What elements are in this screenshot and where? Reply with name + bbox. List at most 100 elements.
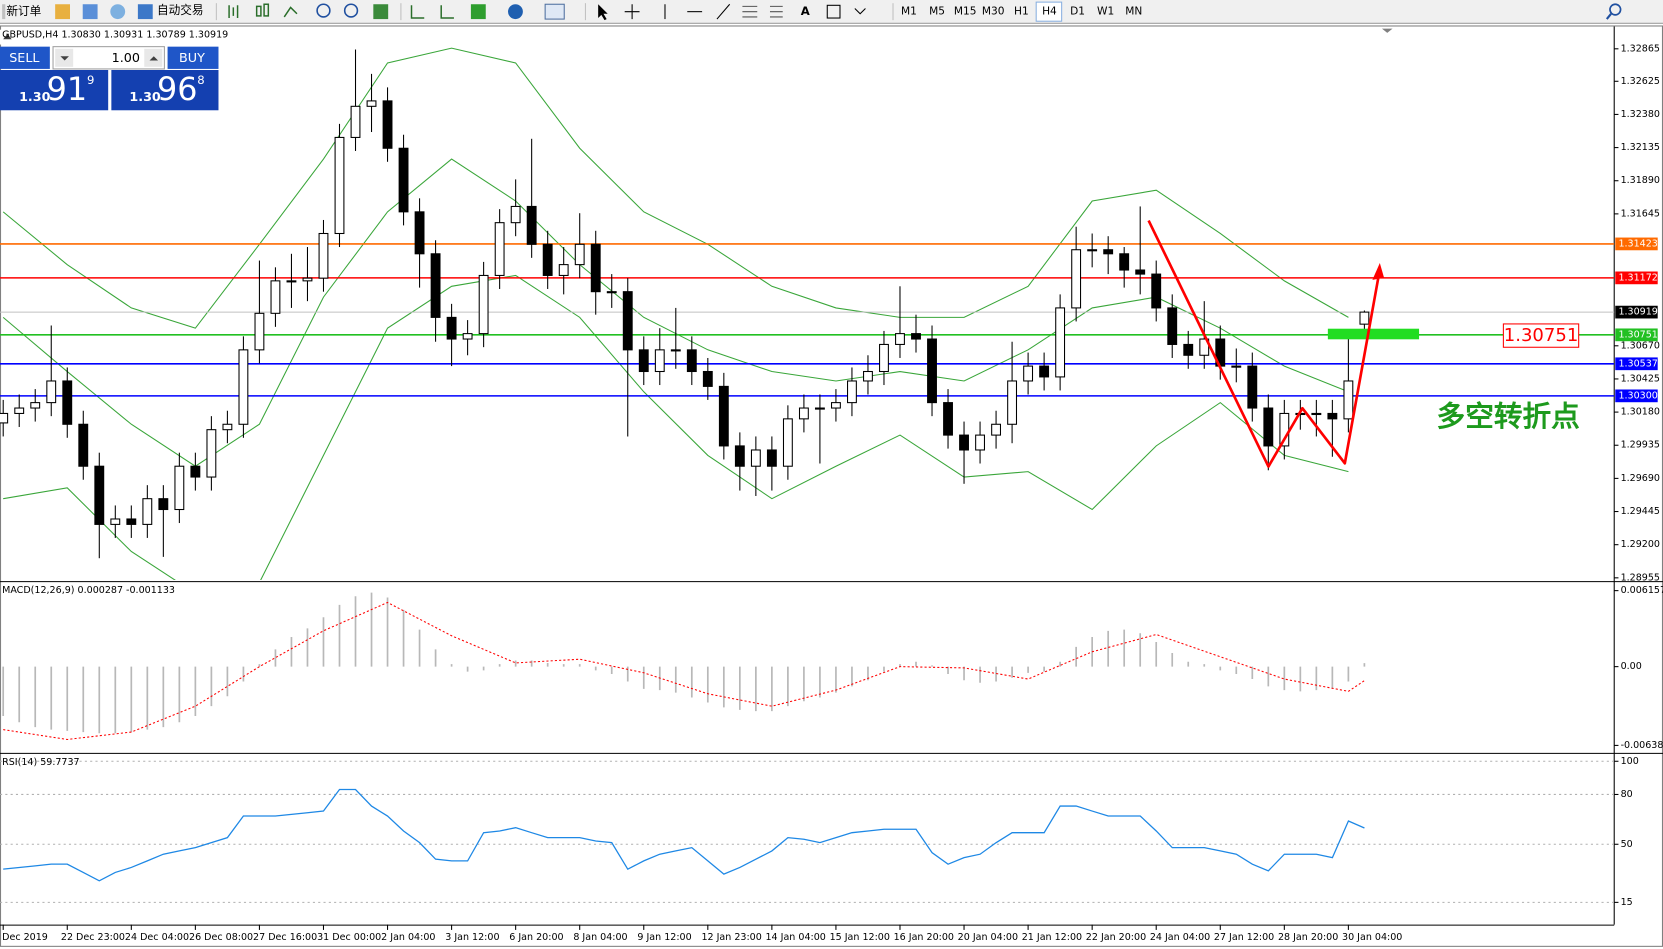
timeframe-button[interactable]: MN	[1125, 6, 1142, 18]
zigzag-arrow[interactable]	[1147, 219, 1382, 468]
trendline[interactable]	[716, 3, 731, 20]
icon-candles[interactable]	[255, 5, 262, 17]
timeframe-button[interactable]: M5	[929, 6, 945, 18]
level-price-tag	[1615, 357, 1658, 371]
x-tick-label: 16 Jan 20:00	[894, 932, 954, 943]
macd-signal-line	[3, 601, 1365, 741]
tile-windows[interactable]	[373, 4, 389, 20]
ask-box[interactable]	[111, 69, 219, 111]
text-tool[interactable]: A	[801, 4, 810, 18]
lot-down-arrow	[60, 56, 69, 61]
candle-body	[174, 465, 185, 511]
candle-body	[158, 498, 169, 511]
x-tick-label: 2 Jan 04:00	[381, 932, 435, 943]
icon-line[interactable]	[283, 6, 298, 18]
candle-body	[334, 136, 345, 235]
auto-trading-icon[interactable]	[137, 4, 153, 20]
text-label-tool[interactable]	[826, 4, 841, 19]
arrow-head	[1372, 262, 1385, 280]
y-tick-label: 1.31890	[1621, 175, 1660, 186]
timeframe-button[interactable]: M15	[954, 6, 977, 18]
candle-body	[686, 349, 697, 373]
candle-body	[959, 434, 969, 451]
candle-body	[510, 205, 521, 224]
templates[interactable]	[544, 3, 565, 20]
shift-marker	[1381, 28, 1393, 33]
icon[interactable]	[82, 4, 98, 20]
highlight-bar[interactable]	[1327, 328, 1420, 340]
ask-big: 1.30	[129, 89, 161, 104]
title-bg	[0, 29, 219, 45]
x-tick-label: 30 Jan 04:00	[1342, 932, 1402, 943]
candle-body	[1007, 380, 1018, 425]
candle-body	[847, 380, 857, 404]
y-tick-label: 1.32865	[1621, 43, 1660, 54]
x-tick-label: Dec 2019	[2, 932, 48, 943]
grip	[2, 4, 6, 20]
candle-body	[302, 277, 313, 282]
candle-body	[911, 333, 921, 340]
one-click-trading: SELL 1.00 BUY 1.30 91 9 1.30 96 8	[0, 29, 219, 111]
bid-box[interactable]	[0, 69, 109, 111]
candle-body	[414, 211, 425, 255]
autoscroll[interactable]	[410, 5, 425, 19]
channel[interactable]	[742, 5, 758, 18]
timeframe-button[interactable]: D1	[1070, 6, 1085, 18]
collapse[interactable]	[3, 33, 12, 40]
timeframe-button[interactable]: H4	[1042, 6, 1057, 18]
candle-body	[1263, 407, 1274, 447]
candle-body	[14, 407, 25, 414]
timeframe-button[interactable]: W1	[1097, 6, 1114, 18]
lot-input[interactable]	[52, 46, 165, 70]
y-tick-label: 1.30425	[1621, 373, 1660, 384]
x-tick-label: 15 Jan 12:00	[830, 932, 890, 943]
x-tick-label: 22 Jan 20:00	[1086, 932, 1146, 943]
icon[interactable]	[55, 4, 70, 20]
auto-trading-button[interactable]: 自动交易	[157, 3, 204, 17]
arrows-tool[interactable]	[854, 8, 866, 15]
y-tick-label: 1.32625	[1621, 76, 1660, 87]
lot-value: 1.00	[112, 50, 140, 65]
sell-button[interactable]	[0, 46, 50, 69]
y-tick-label: 1.28955	[1621, 572, 1660, 583]
candle-body	[446, 316, 457, 340]
timeframe-button[interactable]: H1	[1014, 6, 1029, 18]
candle-body	[206, 429, 217, 478]
ask-main: 96	[157, 70, 197, 108]
level-price-label: 1.30300	[1618, 390, 1657, 401]
y-tick-label: 15	[1621, 897, 1633, 908]
chart-shift[interactable]	[440, 5, 454, 19]
candle-body	[574, 243, 585, 266]
bid-price-label: 1.30919	[1618, 307, 1657, 318]
candle-body	[606, 291, 617, 294]
search[interactable]	[1609, 3, 1622, 16]
timeframe-button[interactable]: M1	[901, 6, 917, 18]
zoom-in[interactable]	[316, 3, 331, 18]
price-box[interactable]	[1502, 323, 1580, 348]
x-tick-label: 27 Jan 12:00	[1214, 932, 1274, 943]
periods[interactable]	[508, 4, 523, 20]
icon-candles[interactable]	[263, 3, 270, 17]
fibonacci[interactable]	[769, 5, 783, 18]
y-tick-label: 0.006157	[1621, 585, 1663, 596]
zoom-out[interactable]	[343, 3, 359, 18]
candle-body	[1359, 311, 1370, 325]
candle-body	[0, 412, 9, 424]
buy-button[interactable]	[167, 46, 219, 69]
timeframe-button[interactable]: M30	[982, 6, 1005, 18]
candle-body	[863, 370, 873, 382]
candle-body	[1119, 253, 1130, 271]
annotation-note: 多空转折点	[1437, 399, 1580, 433]
level-price-label: 1.30751	[1618, 329, 1657, 340]
candle-body	[110, 518, 121, 525]
indicators[interactable]	[470, 4, 486, 20]
icon-bars[interactable]	[228, 5, 239, 19]
cursor[interactable]	[598, 4, 608, 21]
candle-body	[366, 100, 377, 107]
chart-type-icons[interactable]	[228, 3, 298, 19]
icon[interactable]	[110, 4, 126, 20]
new-order-button[interactable]: 新订单	[6, 4, 41, 18]
crosshair[interactable]	[624, 4, 640, 20]
candle-body	[478, 274, 489, 335]
